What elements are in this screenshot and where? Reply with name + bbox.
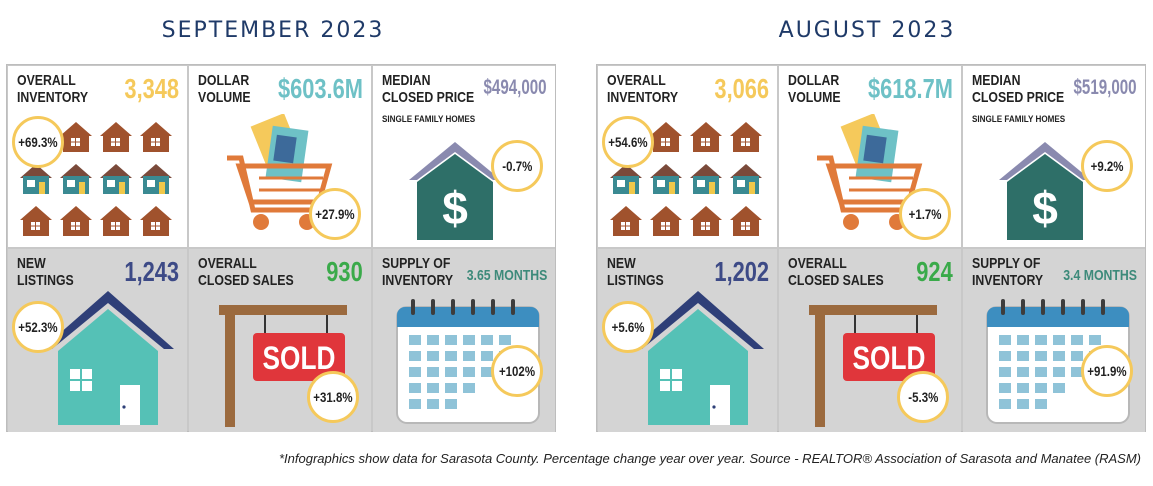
inventory-card: OVERALL INVENTORY 3,348 +69.3% [8, 66, 187, 247]
svg-text:$: $ [442, 182, 468, 234]
calendar-icon [986, 299, 1130, 424]
median-price-change-badge: -0.7% [491, 140, 543, 192]
dollar-volume-label: DOLLAR VOLUME [788, 72, 841, 106]
sold-sign-icon: SOLD [809, 305, 937, 427]
dollar-volume-value: $618.7M [868, 73, 953, 104]
sold-sign-text: SOLD [853, 342, 926, 377]
new-listings-value: 1,202 [714, 256, 769, 287]
dollar-volume-card: DOLLAR VOLUME $603.6M +27.9% [189, 66, 371, 247]
dollar-volume-change-badge: +27.9% [309, 188, 361, 240]
median-price-card: MEDIAN CLOSED PRICE SINGLE FAMILY HOMES $… [963, 66, 1145, 247]
new-listings-change-badge: +52.3% [12, 301, 64, 353]
closed-sales-change-badge: +31.8% [307, 371, 359, 423]
dollar-volume-value: $603.6M [278, 73, 363, 104]
supply-change-badge: +91.9% [1081, 345, 1133, 397]
supply-card: SUPPLY OF INVENTORY 3.4 MONTHS +91.9% [963, 249, 1145, 432]
inventory-change-badge: +54.6% [602, 116, 654, 168]
new-listings-label: NEW LISTINGS [17, 255, 74, 289]
supply-change-badge: +102% [491, 345, 543, 397]
median-price-note: SINGLE FAMILY HOMES [382, 114, 476, 124]
panel-title: AUGUST 2023 [778, 18, 956, 43]
house-icon [632, 291, 764, 425]
closed-sales-value: 930 [326, 256, 363, 287]
supply-label: SUPPLY OF INVENTORY [972, 255, 1044, 289]
inventory-value: 3,348 [124, 73, 179, 104]
house-dollar-icon: $ [999, 142, 1091, 240]
house-dollar-icon: $ [409, 142, 501, 240]
median-price-label: MEDIAN CLOSED PRICE [972, 72, 1065, 106]
median-price-change-badge: +9.2% [1081, 140, 1133, 192]
closed-sales-card: OVERALL CLOSED SALES 930 SOLD +31.8% [189, 249, 371, 432]
new-listings-card: NEW LISTINGS 1,243 +52.3% [8, 249, 187, 432]
new-listings-change-badge: +5.6% [602, 301, 654, 353]
median-price-card: MEDIAN CLOSED PRICE SINGLE FAMILY HOMES $… [373, 66, 555, 247]
median-price-value: $519,000 [1073, 76, 1137, 99]
closed-sales-label: OVERALL CLOSED SALES [198, 255, 294, 289]
inventory-label: OVERALL INVENTORY [607, 72, 679, 106]
source-footnote: *Infographics show data for Sarasota Cou… [279, 451, 1141, 466]
supply-value: 3.4 MONTHS [1063, 267, 1137, 284]
dollar-volume-change-badge: +1.7% [899, 188, 951, 240]
new-listings-card: NEW LISTINGS 1,202 +5.6% [598, 249, 777, 432]
inventory-change-badge: +69.3% [12, 116, 64, 168]
stats-grid: OVERALL INVENTORY 3,066 +54.6% DOLLAR VOLU… [596, 64, 1146, 432]
dollar-volume-card: DOLLAR VOLUME $618.7M +1.7% [779, 66, 961, 247]
svg-text:$: $ [1032, 182, 1058, 234]
inventory-card: OVERALL INVENTORY 3,066 +54.6% [598, 66, 777, 247]
inventory-label: OVERALL INVENTORY [17, 72, 89, 106]
sold-sign-icon: SOLD [219, 305, 347, 427]
median-price-label: MEDIAN CLOSED PRICE [382, 72, 475, 106]
closed-sales-card: OVERALL CLOSED SALES 924 SOLD -5.3% [779, 249, 961, 432]
supply-card: SUPPLY OF INVENTORY 3.65 MONTHS +102% [373, 249, 555, 432]
inventory-value: 3,066 [714, 73, 769, 104]
median-price-note: SINGLE FAMILY HOMES [972, 114, 1066, 124]
sold-sign-text: SOLD [263, 342, 336, 377]
median-price-value: $494,000 [483, 76, 547, 99]
new-listings-value: 1,243 [124, 256, 179, 287]
new-listings-label: NEW LISTINGS [607, 255, 664, 289]
panel-title: SEPTEMBER 2023 [161, 18, 385, 43]
supply-value: 3.65 MONTHS [466, 267, 547, 284]
dollar-volume-label: DOLLAR VOLUME [198, 72, 251, 106]
closed-sales-label: OVERALL CLOSED SALES [788, 255, 884, 289]
supply-label: SUPPLY OF INVENTORY [382, 255, 454, 289]
closed-sales-change-badge: -5.3% [897, 371, 949, 423]
closed-sales-value: 924 [916, 256, 953, 287]
house-icon [42, 291, 174, 425]
calendar-icon [396, 299, 540, 424]
stats-grid: OVERALL INVENTORY 3,348 +69.3% DOLLAR VOLU… [6, 64, 556, 432]
